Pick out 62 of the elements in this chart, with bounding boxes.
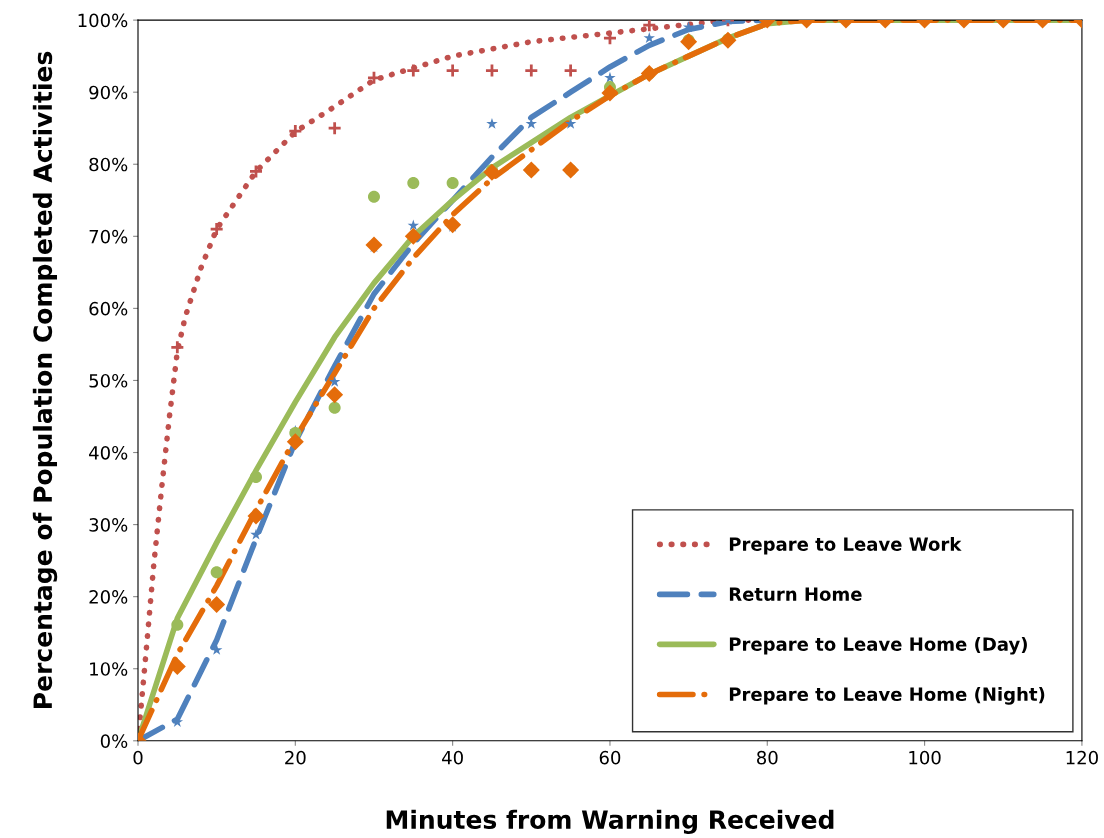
point [248, 164, 264, 179]
x-tick-label: 60 [599, 750, 621, 765]
point [287, 123, 303, 139]
point [327, 120, 343, 136]
y-tick-label: 20% [89, 590, 128, 604]
y-tick-label: 0% [100, 734, 128, 748]
point [444, 216, 462, 234]
y-tick-label: 80% [89, 157, 128, 172]
point [483, 163, 501, 181]
x-axis-title: Minutes from Warning Received [386, 809, 834, 835]
y-tick-label: 60% [89, 301, 128, 316]
point [169, 339, 185, 355]
point [365, 236, 383, 254]
point [523, 63, 539, 78]
point [171, 618, 184, 631]
x-tick-label: 20 [285, 750, 306, 765]
point [250, 528, 262, 540]
point [405, 63, 421, 78]
point [601, 84, 619, 102]
y-tick-label: 40% [89, 445, 128, 460]
point [445, 63, 461, 78]
x-tick-label: 40 [442, 750, 463, 765]
y-axis-title: Percentage of Population Completed Activities [32, 51, 58, 708]
point [680, 33, 698, 51]
point [247, 507, 265, 525]
x-tick-label: 0 [133, 750, 143, 765]
point [249, 471, 262, 484]
y-tick-label: 100% [78, 13, 128, 28]
point [210, 566, 223, 579]
y-tick-label: 70% [89, 229, 128, 244]
point [564, 117, 577, 129]
point [328, 401, 341, 414]
point [326, 386, 344, 404]
point [484, 63, 500, 78]
point [563, 63, 579, 78]
point [208, 596, 226, 614]
y-tick-label: 30% [89, 518, 128, 532]
x-tick-label: 100 [909, 750, 941, 765]
legend-label: Prepare to Leave Work [729, 537, 962, 555]
legend-label: Return Home [729, 587, 862, 601]
point [407, 176, 420, 189]
point [168, 658, 186, 676]
legend-label: Prepare to Leave Home (Day) [729, 636, 1027, 655]
point [643, 32, 656, 43]
point [404, 227, 422, 245]
x-tick-label: 120 [1066, 750, 1098, 765]
point [604, 71, 616, 83]
point [367, 190, 380, 203]
point [602, 30, 618, 46]
legend-label: Prepare to Leave Home (Night) [729, 687, 1045, 705]
y-tick-label: 10% [90, 662, 128, 676]
y-tick-label: 50% [89, 373, 128, 388]
point [486, 117, 498, 129]
point [328, 375, 341, 387]
point [641, 20, 657, 33]
point [682, 21, 695, 33]
x-tick-label: 80 [757, 750, 778, 765]
point [209, 221, 225, 237]
point [446, 176, 459, 189]
point [407, 219, 420, 231]
point [286, 433, 304, 451]
y-tick-label: 90% [89, 85, 128, 100]
